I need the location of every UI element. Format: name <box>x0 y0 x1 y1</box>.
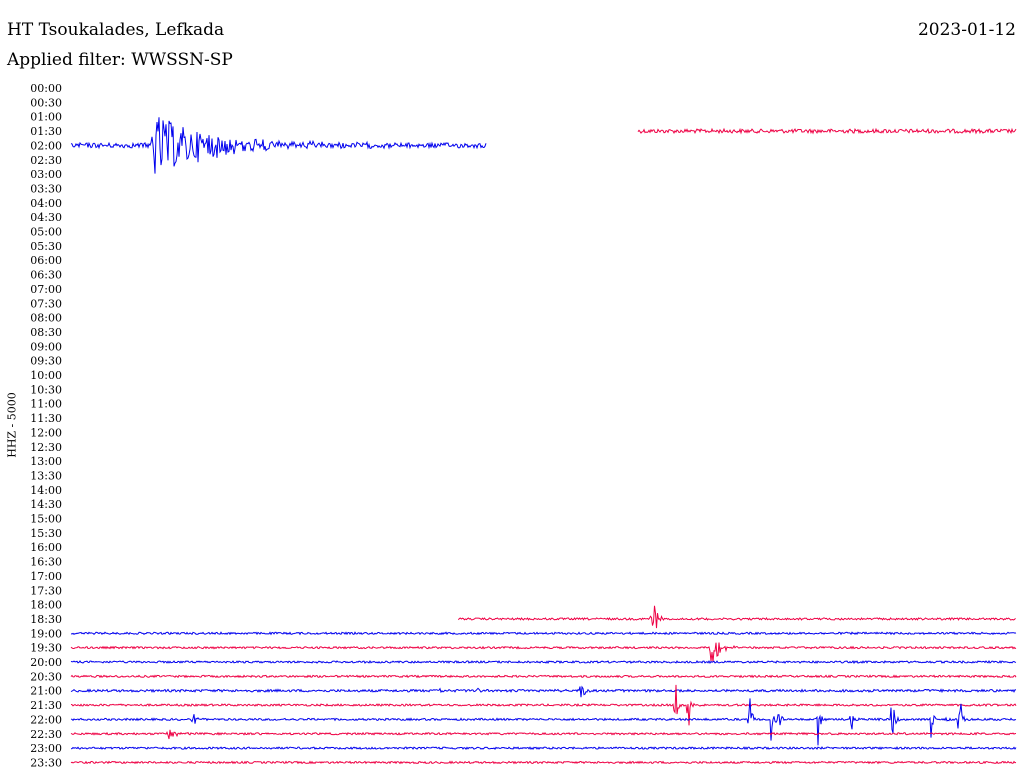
filter-label: Applied filter: WWSSN-SP <box>7 50 233 70</box>
row-label-1800: 18:00 <box>30 599 62 612</box>
row-label-0730: 07:30 <box>30 297 62 310</box>
row-label-0200: 02:00 <box>30 139 62 152</box>
trace-2100 <box>70 685 1017 698</box>
row-label-1530: 15:30 <box>30 527 62 540</box>
row-label-1900: 19:00 <box>30 627 62 640</box>
row-label-0700: 07:00 <box>30 283 62 296</box>
row-label-1200: 12:00 <box>30 426 62 439</box>
row-label-0530: 05:30 <box>30 240 62 253</box>
row-label-0830: 08:30 <box>30 326 62 339</box>
station-title: HT Tsoukalades, Lefkada <box>7 20 225 40</box>
date-label: 2023-01-12 <box>917 20 1016 40</box>
trace-0130 <box>637 127 1017 135</box>
row-label-1700: 17:00 <box>30 570 62 583</box>
row-label-1300: 13:00 <box>30 455 62 468</box>
row-label-1030: 10:30 <box>30 383 62 396</box>
row-label-2100: 21:00 <box>30 685 62 698</box>
row-label-2000: 20:00 <box>30 656 62 669</box>
row-label-2300: 23:00 <box>30 742 62 755</box>
row-label-1400: 14:00 <box>30 484 62 497</box>
row-label-1100: 11:00 <box>30 398 62 411</box>
row-label-0030: 00:30 <box>30 96 62 109</box>
row-label-0100: 01:00 <box>30 111 62 124</box>
trace-0200 <box>70 117 487 174</box>
trace-2030 <box>70 674 1017 679</box>
row-label-0630: 06:30 <box>30 269 62 282</box>
row-label-0230: 02:30 <box>30 154 62 167</box>
row-label-0930: 09:30 <box>30 355 62 368</box>
trace-2000 <box>70 659 1017 665</box>
row-label-0600: 06:00 <box>30 254 62 267</box>
row-label-0300: 03:00 <box>30 168 62 181</box>
row-label-1630: 16:30 <box>30 556 62 569</box>
row-label-0430: 04:30 <box>30 211 62 224</box>
row-label-0500: 05:00 <box>30 226 62 239</box>
row-label-0900: 09:00 <box>30 340 62 353</box>
row-label-1500: 15:00 <box>30 513 62 526</box>
row-label-1930: 19:30 <box>30 642 62 655</box>
trace-1830 <box>457 605 1016 629</box>
row-label-0800: 08:00 <box>30 312 62 325</box>
row-label-1430: 14:30 <box>30 498 62 511</box>
row-label-0000: 00:00 <box>30 82 62 95</box>
seismic-traces <box>70 117 1017 765</box>
trace-2230 <box>70 729 1017 740</box>
row-label-1830: 18:30 <box>30 613 62 626</box>
trace-2200 <box>70 698 1017 746</box>
row-label-2200: 22:00 <box>30 713 62 726</box>
trace-1900 <box>70 631 1017 636</box>
row-label-2130: 21:30 <box>30 699 62 712</box>
row-label-1130: 11:30 <box>30 412 62 425</box>
trace-2130 <box>70 684 1017 726</box>
trace-2300 <box>70 746 1017 751</box>
row-label-2230: 22:30 <box>30 728 62 741</box>
row-label-1230: 12:30 <box>30 441 62 454</box>
trace-2330 <box>70 760 1017 765</box>
row-label-1330: 13:30 <box>30 469 62 482</box>
row-label-1000: 10:00 <box>30 369 62 382</box>
row-label-0400: 04:00 <box>30 197 62 210</box>
trace-1930 <box>70 642 1017 662</box>
row-label-1600: 16:00 <box>30 541 62 554</box>
row-label-2330: 23:30 <box>30 756 62 769</box>
row-label-1730: 17:30 <box>30 584 62 597</box>
row-label-0130: 01:30 <box>30 125 62 138</box>
row-label-0330: 03:30 <box>30 182 62 195</box>
row-label-2030: 20:30 <box>30 670 62 683</box>
